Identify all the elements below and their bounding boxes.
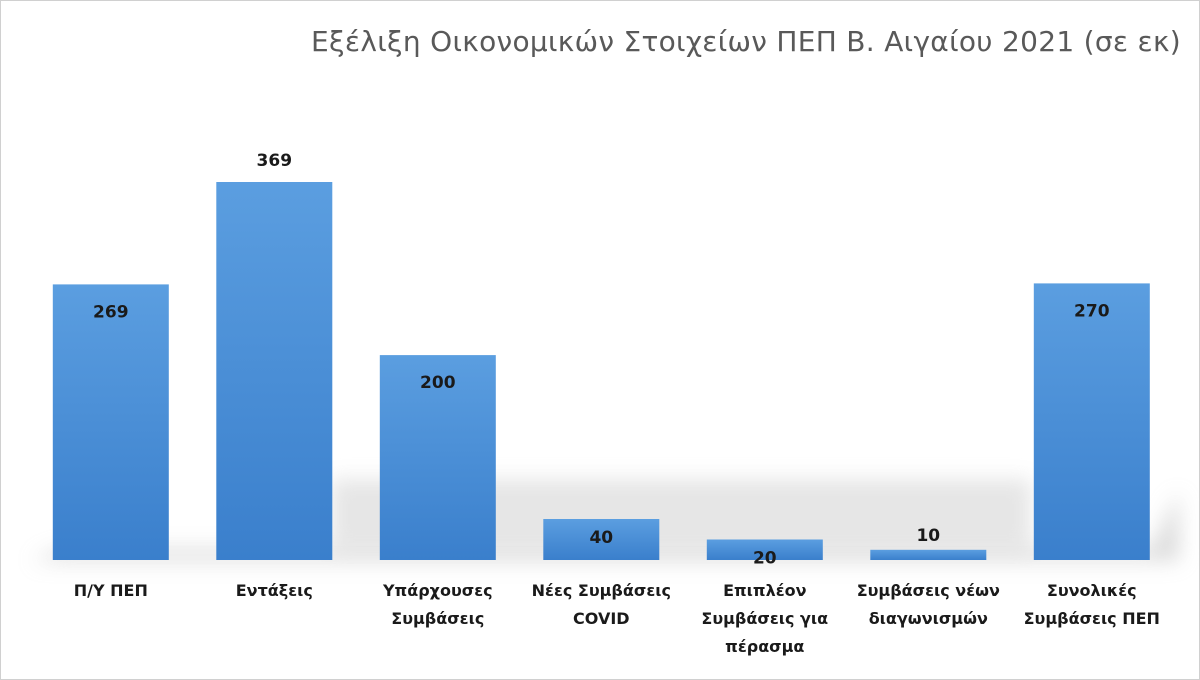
- category-label-3-line-0: Νέες Συμβάσεις: [532, 581, 671, 600]
- category-label-0-line-0: Π/Υ ΠΕΠ: [74, 581, 148, 600]
- data-labels-group: 269 369 200 40 20 10 270: [93, 151, 1110, 569]
- category-label-6-line-0: Συνολικές: [1047, 581, 1137, 600]
- bars-group: [52, 182, 1150, 560]
- category-label-4-line-1: Συμβάσεις για: [701, 609, 828, 628]
- data-label-4: 20: [753, 549, 777, 569]
- category-label-2-line-0: Υπάρχουσες: [382, 581, 493, 600]
- category-label-2: Υπάρχουσες Συμβάσεις: [382, 581, 493, 628]
- data-label-2: 200: [420, 373, 456, 393]
- category-label-5-line-0: Συμβάσεις νέων: [857, 581, 1000, 600]
- data-label-1: 369: [257, 151, 293, 171]
- category-label-4-line-0: Επιπλέον: [723, 581, 807, 600]
- category-label-3-line-1: COVID: [573, 609, 630, 628]
- category-label-4: Επιπλέον Συμβάσεις για πέρασμα: [701, 581, 828, 656]
- category-label-1-line-0: Εντάξεις: [236, 581, 313, 600]
- bar-3: [543, 519, 660, 560]
- category-label-0: Π/Υ ΠΕΠ: [74, 581, 148, 600]
- chart-title: Εξέλιξη Οικονομικών Στοιχείων ΠΕΠ Β. Αιγ…: [311, 25, 1181, 58]
- category-label-5-line-1: διαγωνισμών: [869, 609, 988, 628]
- bar-4: [706, 539, 823, 560]
- category-label-3: Νέες Συμβάσεις COVID: [532, 581, 671, 628]
- data-label-5: 10: [916, 526, 940, 546]
- data-label-0: 269: [93, 302, 129, 322]
- bar-6: [1033, 283, 1150, 560]
- category-label-1: Εντάξεις: [236, 581, 313, 600]
- category-label-6-line-1: Συμβάσεις ΠΕΠ: [1024, 609, 1160, 628]
- data-label-6: 270: [1074, 301, 1110, 321]
- bar-1: [216, 182, 333, 560]
- category-label-6: Συνολικές Συμβάσεις ΠΕΠ: [1024, 581, 1160, 628]
- data-label-3: 40: [589, 528, 613, 548]
- bar-2: [379, 355, 496, 560]
- category-label-5: Συμβάσεις νέων διαγωνισμών: [857, 581, 1000, 628]
- category-labels-group: Π/Υ ΠΕΠ Εντάξεις Υπάρχουσες Συμβάσεις Νέες Σ…: [74, 581, 1160, 656]
- category-label-4-line-2: πέρασμα: [725, 637, 804, 656]
- category-label-2-line-1: Συμβάσεις: [391, 609, 484, 628]
- bar-5: [870, 549, 987, 560]
- bar-0: [52, 284, 169, 560]
